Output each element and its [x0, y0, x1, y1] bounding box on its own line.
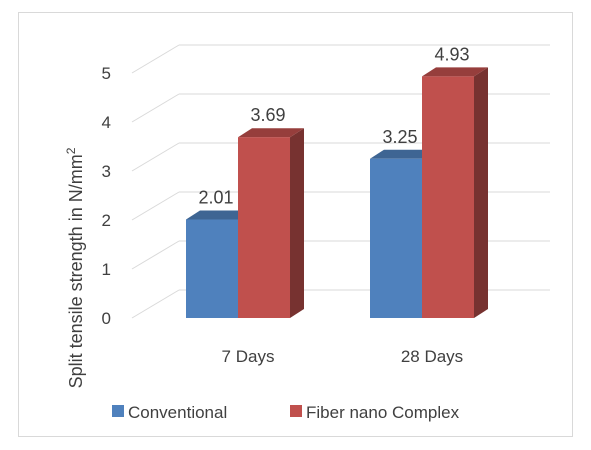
y-tick-label: 2 — [102, 211, 111, 230]
bar — [422, 67, 488, 319]
y-tick-label: 1 — [102, 260, 111, 279]
bar — [238, 128, 304, 318]
bar-front — [186, 219, 238, 318]
y-axis-title-superscript: 2 — [64, 147, 78, 154]
bars — [186, 67, 488, 319]
bar-top — [186, 210, 252, 220]
y-tick-label: 5 — [102, 64, 111, 83]
legend-swatch — [290, 405, 302, 417]
bar-side — [290, 128, 304, 318]
data-label: 2.01 — [198, 188, 233, 208]
y-axis-title-text: Split tensile strength in N/mm — [66, 154, 86, 388]
y-tick-label: 4 — [102, 113, 111, 132]
legend-label: Fiber nano Complex — [306, 403, 460, 422]
bar-front — [422, 76, 474, 319]
bar-top — [238, 128, 304, 138]
gridline-diagonal — [131, 142, 180, 172]
y-axis-ticks: 0 1 2 3 4 5 — [102, 64, 111, 328]
gridline-diagonal — [131, 289, 180, 319]
data-label: 3.25 — [382, 127, 417, 147]
data-label: 3.69 — [250, 105, 285, 125]
x-category-label: 28 Days — [401, 347, 463, 366]
legend-swatch — [112, 405, 124, 417]
bar-top — [422, 67, 488, 77]
y-tick-label: 3 — [102, 162, 111, 181]
bar-side — [474, 67, 488, 319]
gridline-diagonal — [131, 240, 180, 270]
bar-front — [370, 158, 422, 318]
gridline-diagonal — [131, 93, 180, 123]
data-label: 4.93 — [434, 44, 469, 64]
legend-item: Fiber nano Complex — [290, 403, 460, 422]
legend-item: Conventional — [112, 403, 227, 422]
y-tick-label: 0 — [102, 309, 111, 328]
gridline-diagonal — [131, 44, 180, 74]
legend-label: Conventional — [128, 403, 227, 422]
data-labels: 2.01 3.69 3.25 4.93 — [198, 44, 469, 207]
y-axis-title: Split tensile strength in N/mm2 — [64, 147, 86, 388]
bar-front — [238, 137, 290, 318]
x-axis-categories: 7 Days 28 Days — [222, 347, 464, 366]
bar-top — [370, 149, 436, 159]
x-category-label: 7 Days — [222, 347, 275, 366]
legend: Conventional Fiber nano Complex — [112, 403, 460, 422]
gridline-diagonal — [131, 191, 180, 221]
